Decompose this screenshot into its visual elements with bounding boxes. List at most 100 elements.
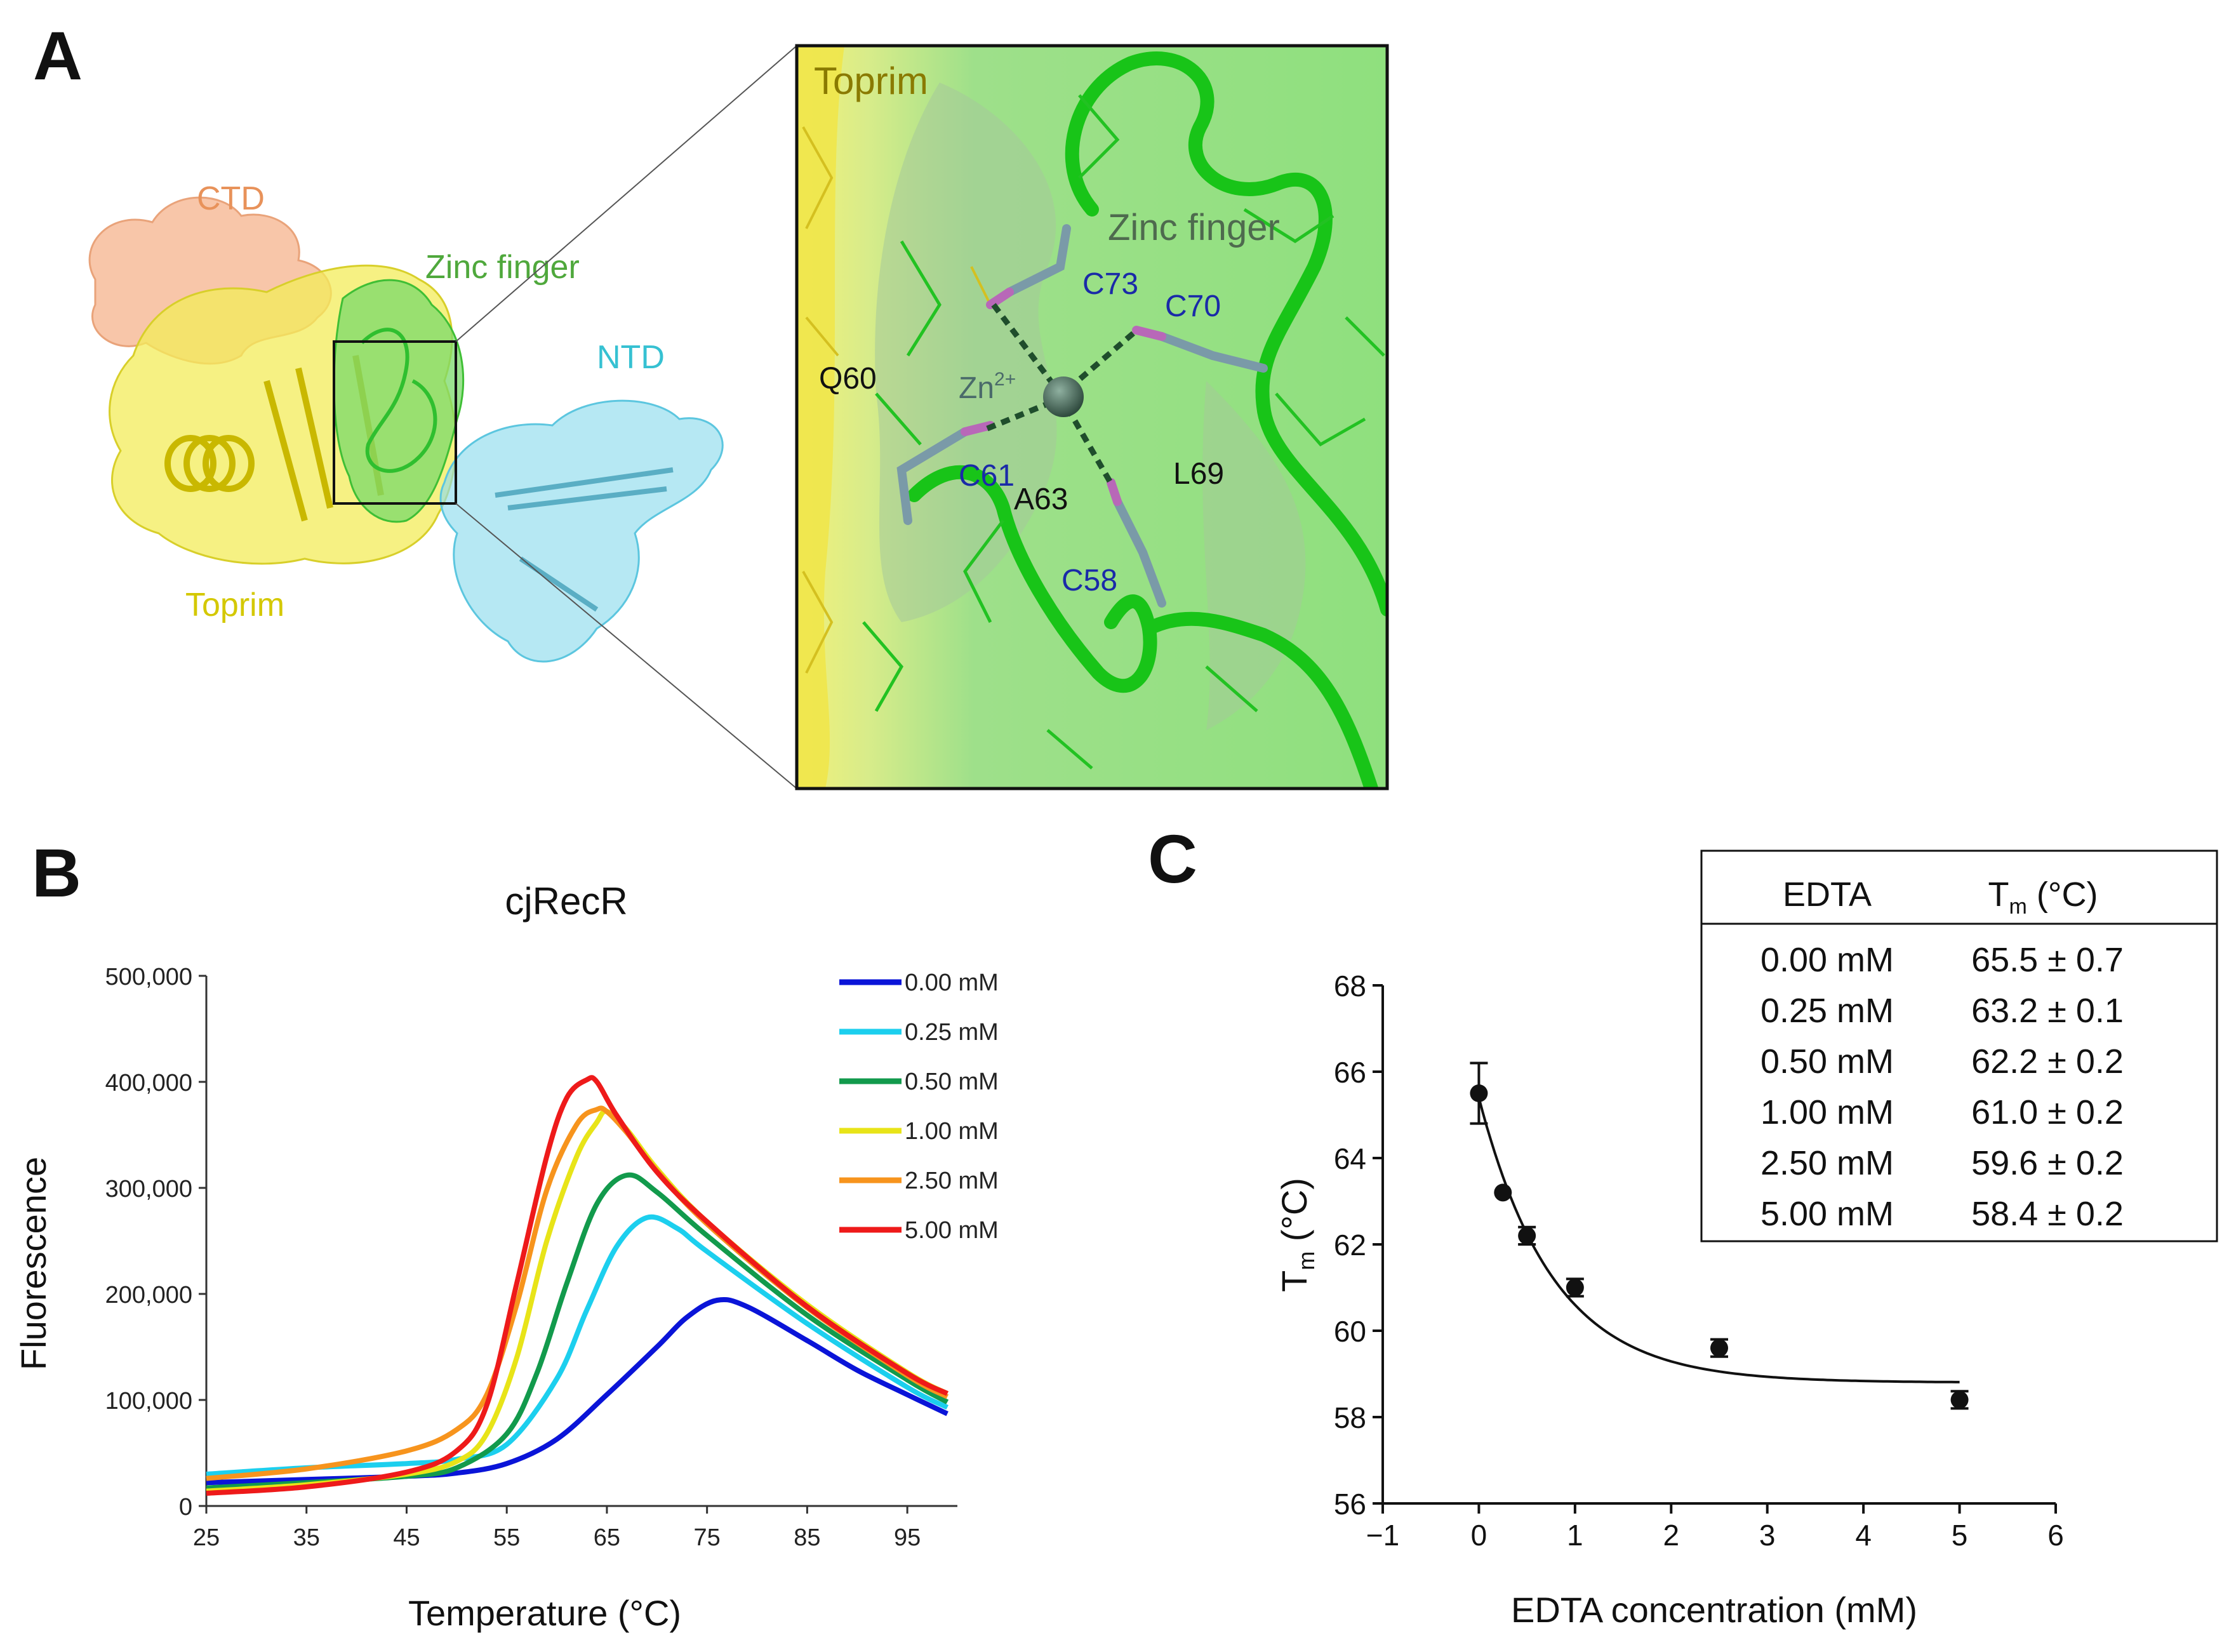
chart-c-ylabel-main: T	[1274, 1270, 1314, 1292]
zoom-connector-top	[455, 45, 797, 342]
ntd-label: NTD	[597, 339, 665, 376]
y-tick-label: 0	[179, 1494, 192, 1521]
chart-c-ylabel-sub: m	[1293, 1251, 1319, 1270]
zoom-connector-bottom	[455, 503, 797, 789]
zinc-site-zoom: Toprim Zinc finger C73 C70 Q60 Zn2+ C61 …	[795, 44, 1389, 790]
legend-label: 0.25 mM	[905, 1019, 999, 1046]
x-tick-label: 95	[894, 1524, 921, 1551]
tm-table-tm-cell: 59.6 ± 0.2	[1971, 1144, 2124, 1182]
x-tick-label: 0	[1471, 1519, 1487, 1552]
y-tick-label: 56	[1334, 1488, 1366, 1521]
tm-table-tm-cell: 65.5 ± 0.7	[1971, 941, 2124, 979]
chart-b-series	[206, 1075, 949, 1496]
x-tick-label: 5	[1952, 1519, 1968, 1552]
chart-c-ylabel: Tm (°C)	[1274, 1178, 1319, 1292]
x-tick-label: 45	[393, 1524, 420, 1551]
y-tick-label: 62	[1334, 1229, 1366, 1262]
data-point	[1470, 1084, 1488, 1102]
tm-table-frame	[1700, 849, 2218, 1242]
tm-table-edta-cell: 1.00 mM	[1760, 1093, 1894, 1131]
legend-label: 0.50 mM	[905, 1069, 999, 1095]
tm-table-edta-cell: 2.50 mM	[1760, 1144, 1894, 1182]
tm-table-tm-cell: 58.4 ± 0.2	[1971, 1195, 2124, 1233]
tm-table-edta-cell: 0.00 mM	[1760, 941, 1894, 979]
panel-b-letter: B	[32, 834, 81, 911]
chart-c-series	[1470, 1062, 1969, 1410]
tm-table-header-tm-unit: (°C)	[2027, 876, 2098, 914]
residue-c61: C61	[959, 459, 1015, 493]
data-point	[1566, 1279, 1584, 1296]
chart-b-axes: 0 100,000 200,000 300,000 400,000 500,000 25 35…	[105, 964, 957, 1551]
tm-table-tm-cell: 63.2 ± 0.1	[1971, 992, 2124, 1030]
zinc-finger-label: Zinc finger	[425, 249, 580, 286]
tm-table-row: 1.00 mM 61.0 ± 0.2	[1760, 1093, 2124, 1131]
tm-table-header-tm-main: T	[1988, 876, 2009, 914]
x-tick-label: −1	[1366, 1519, 1399, 1552]
y-tick-label: 66	[1334, 1056, 1366, 1089]
tm-table-row: 5.00 mM 58.4 ± 0.2	[1760, 1195, 2124, 1233]
zn-symbol: Zn	[959, 371, 994, 405]
cysteine-sticks	[896, 224, 1268, 608]
y-tick-label: 100,000	[105, 1388, 192, 1415]
series-line	[206, 1075, 949, 1496]
data-point	[1518, 1227, 1536, 1245]
chart-b-legend: 0.00 mM 0.25 mM 0.50 mM 1.00 mM 2.50 mM 5.00 …	[839, 969, 999, 1244]
tm-table-tm-cell: 61.0 ± 0.2	[1971, 1093, 2124, 1131]
legend-label: 1.00 mM	[905, 1118, 999, 1145]
chart-b-title: cjRecR	[505, 880, 627, 923]
tm-table: EDTA Tm (°C) 0.00 mM 65.5 ± 0.7 0.25 mM …	[1700, 849, 2218, 1242]
tm-table-tm-cell: 62.2 ± 0.2	[1971, 1042, 2124, 1081]
zoom-zinc-finger-label: Zinc finger	[1108, 207, 1280, 248]
ntd-surface	[439, 399, 724, 663]
fit-curve	[1477, 1097, 1960, 1383]
y-tick-label: 200,000	[105, 1282, 192, 1309]
tm-table-header-tm-sub: m	[2009, 895, 2027, 919]
legend-label: 2.50 mM	[905, 1168, 999, 1194]
x-tick-label: 6	[2047, 1519, 2064, 1552]
residue-c73: C73	[1082, 267, 1138, 301]
y-tick-label: 68	[1334, 969, 1366, 1003]
tm-table-header-tm: Tm (°C)	[1988, 876, 2098, 919]
x-tick-label: 55	[493, 1524, 520, 1551]
tm-table-header-edta: EDTA	[1783, 876, 1872, 914]
x-tick-label: 65	[594, 1524, 620, 1551]
panel-c-letter: C	[1148, 820, 1197, 897]
x-tick-label: 2	[1663, 1519, 1679, 1552]
x-tick-label: 25	[193, 1524, 220, 1551]
side-chain-lines	[862, 94, 1385, 769]
zn-charge: 2+	[994, 369, 1016, 390]
zoom-region-box	[333, 340, 457, 505]
x-tick-label: 75	[694, 1524, 721, 1551]
toprim-label: Toprim	[185, 587, 284, 623]
legend-label: 0.00 mM	[905, 969, 999, 996]
x-tick-label: 1	[1567, 1519, 1583, 1552]
legend-label: 5.00 mM	[905, 1217, 999, 1244]
zoom-toprim-label: Toprim	[814, 60, 928, 102]
tm-chart: EDTA concentration (mM) Tm (°C) 56586062…	[1274, 969, 2064, 1630]
zoom-frame	[795, 44, 1389, 790]
tm-table-edta-cell: 5.00 mM	[1760, 1195, 1894, 1233]
toprim-side-chains	[802, 126, 992, 674]
data-point	[1950, 1390, 1969, 1409]
data-point	[1710, 1339, 1728, 1357]
y-tick-label: 58	[1334, 1401, 1366, 1434]
series-line	[206, 1214, 949, 1477]
y-tick-label: 300,000	[105, 1176, 192, 1202]
residue-c58: C58	[1061, 564, 1117, 597]
y-tick-label: 400,000	[105, 1070, 192, 1096]
x-tick-label: 35	[293, 1524, 320, 1551]
zinc-finger-backbone	[360, 328, 437, 473]
chart-c-xlabel: EDTA concentration (mM)	[1511, 1590, 1917, 1630]
tm-table-edta-cell: 0.50 mM	[1760, 1042, 1894, 1081]
tm-table-row: 0.25 mM 63.2 ± 0.1	[1760, 992, 2124, 1030]
ctd-label: CTD	[197, 180, 265, 217]
residue-c70: C70	[1165, 290, 1221, 323]
residue-a63: A63	[1014, 483, 1068, 516]
chart-b-ylabel: Fluorescence	[13, 1157, 53, 1370]
x-tick-label: 3	[1759, 1519, 1776, 1552]
panel-a-letter: A	[33, 17, 83, 94]
tm-table-edta-cell: 0.25 mM	[1760, 992, 1894, 1030]
y-tick-label: 64	[1334, 1142, 1366, 1175]
